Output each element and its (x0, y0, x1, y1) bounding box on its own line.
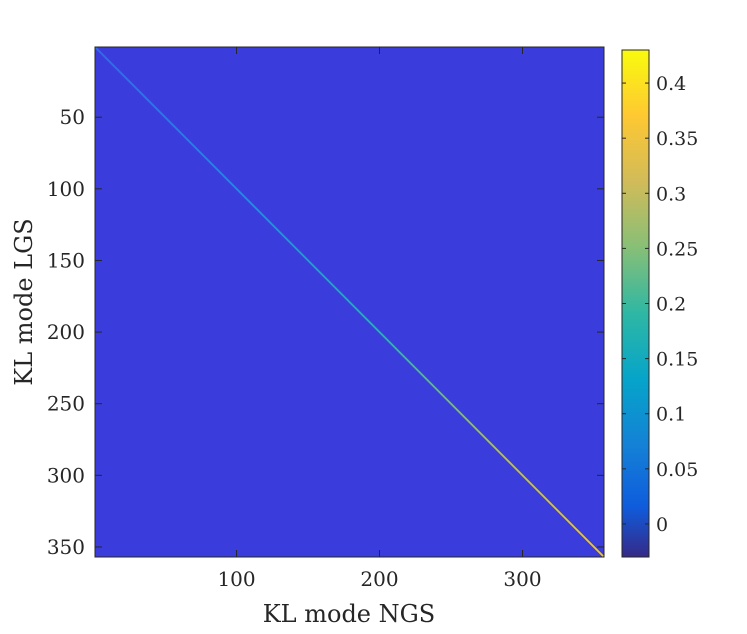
y-tick-label: 350 (47, 535, 85, 559)
x-axis-label: KL mode NGS (263, 600, 436, 628)
y-tick-label: 250 (47, 392, 85, 416)
colorbar-tick-label: 0.2 (656, 294, 686, 316)
colorbar-tick-label: 0.1 (656, 404, 686, 426)
y-axis-label: KL mode LGS (10, 218, 38, 385)
y-tick-label: 100 (47, 177, 85, 201)
colorbar-tick-label: 0.25 (656, 238, 698, 260)
y-axis-ticks: 50 100 150 200 250 300 350 (47, 105, 604, 559)
colorbar-tick-label: 0.3 (656, 183, 686, 205)
colorbar-tick-label: 0.05 (656, 459, 698, 481)
heatmap-diagonal (94, 46, 605, 558)
y-tick-label: 200 (47, 320, 85, 344)
x-axis-ticks: 100 200 300 (217, 47, 542, 591)
x-tick-label: 100 (217, 567, 255, 591)
colorbar-tick-label: 0.15 (656, 349, 698, 371)
colorbar-tick-label: 0.4 (656, 73, 686, 95)
colorbar-ticks: 0 0.05 0.1 0.15 0.2 0.25 0.3 0.35 0.4 (622, 73, 698, 536)
y-tick-label: 50 (60, 105, 85, 129)
colorbar-gradient (621, 49, 650, 558)
heatmap-plot: 100 200 300 50 100 150 200 250 300 350 (47, 46, 605, 591)
colorbar-tick-label: 0 (656, 514, 668, 536)
y-tick-label: 300 (47, 463, 85, 487)
colorbar: 0 0.05 0.1 0.15 0.2 0.25 0.3 0.35 0.4 (621, 49, 698, 558)
y-tick-label: 150 (47, 248, 85, 272)
x-tick-label: 300 (503, 567, 541, 591)
colorbar-tick-label: 0.35 (656, 128, 698, 150)
plot-frame (94, 46, 605, 558)
x-tick-label: 200 (360, 567, 398, 591)
